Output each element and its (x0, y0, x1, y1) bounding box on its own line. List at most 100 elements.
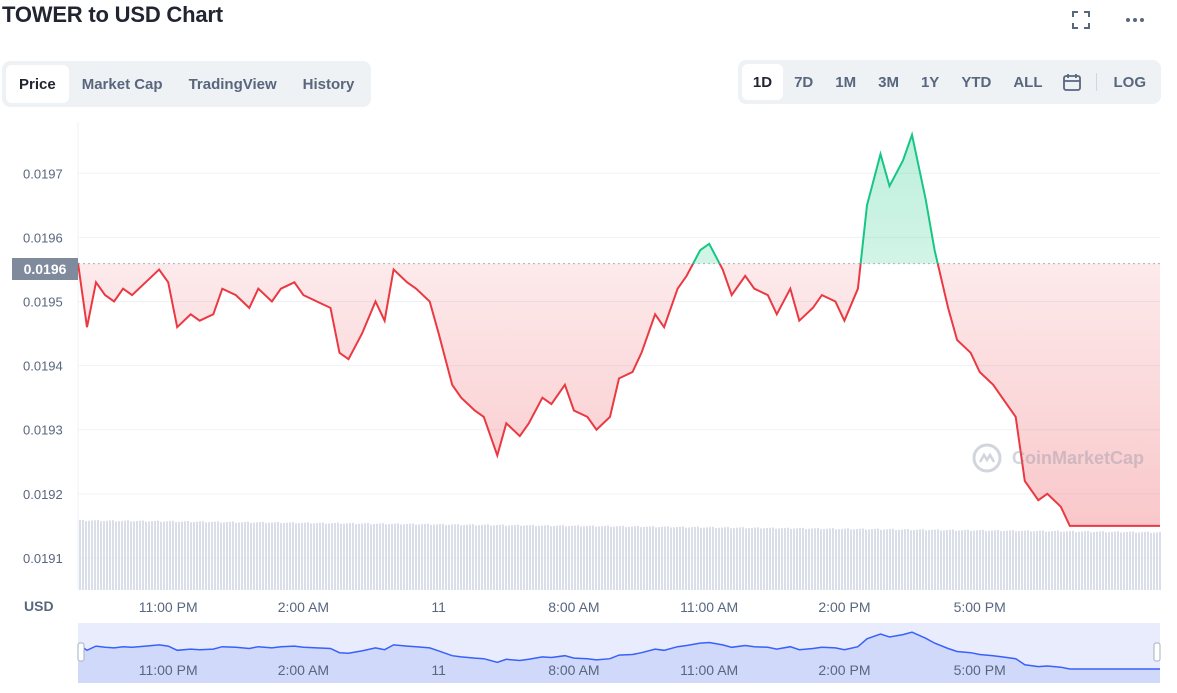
tab-price[interactable]: Price (6, 65, 69, 103)
volume-bar (649, 526, 651, 590)
volume-bar (712, 526, 714, 590)
volume-bar (220, 522, 222, 590)
volume-bar (1078, 531, 1080, 590)
volume-bar (919, 529, 921, 590)
volume-bar (82, 519, 84, 590)
y-tick-label: 0.0192 (23, 487, 63, 502)
current-price-badge: 0.0196 (12, 258, 78, 280)
volume-bar (880, 529, 882, 590)
navigator-right-handle[interactable] (1153, 642, 1161, 662)
volume-bar (1021, 530, 1023, 590)
volume-bar (541, 525, 543, 590)
range-7d[interactable]: 7D (794, 73, 814, 91)
volume-bar (496, 525, 498, 590)
volume-bar (79, 520, 81, 590)
volume-bar (886, 529, 888, 590)
volume-bar (478, 525, 480, 590)
volume-bar (982, 529, 984, 590)
volume-bar (799, 528, 801, 590)
navigator[interactable]: 11:00 PM 2:00 AM 11 8:00 AM 11:00 AM 2:00 PM 5… (77, 623, 1161, 683)
volume-bar (562, 525, 564, 590)
range-1y[interactable]: 1Y (920, 73, 940, 91)
volume-bar (283, 522, 285, 590)
volume-bar (1099, 531, 1101, 590)
volume-bar (193, 521, 195, 590)
volume-bar (307, 522, 309, 590)
volume-bar (355, 524, 357, 590)
navigator-line (77, 631, 1160, 670)
volume-bar (535, 526, 537, 590)
volume-bar (979, 530, 981, 590)
watermark: CoinMarketCap (972, 443, 1144, 473)
navigator-tick-label: 11 (431, 662, 446, 678)
volume-bar (1045, 531, 1047, 590)
volume-bar (568, 526, 570, 590)
volume-bar (169, 521, 171, 590)
volume-bar (229, 521, 231, 590)
range-all[interactable]: ALL (1013, 73, 1043, 91)
volume-bar (1114, 531, 1116, 590)
volume-bar (397, 523, 399, 590)
range-3m[interactable]: 3M (878, 73, 899, 91)
volume-bar (247, 521, 249, 590)
volume-bar (457, 524, 459, 590)
volume-bar (151, 521, 153, 590)
volume-bar (844, 528, 846, 590)
fullscreen-icon[interactable] (1069, 8, 1093, 32)
volume-bar (1066, 531, 1068, 590)
x-tick-label: 2:00 AM (278, 599, 329, 615)
volume-bar (343, 523, 345, 590)
more-icon[interactable] (1123, 8, 1147, 32)
range-ytd[interactable]: YTD (961, 73, 992, 91)
volume-bar (352, 522, 354, 590)
volume-bar (1012, 530, 1014, 590)
tab-tradingview[interactable]: TradingView (188, 75, 277, 93)
volume-bar (961, 530, 963, 590)
volume-bar (172, 520, 174, 590)
volume-bar (466, 524, 468, 590)
volume-bar (595, 526, 597, 590)
volume-bar (547, 525, 549, 590)
volume-bar (1027, 530, 1029, 590)
volume-bar (115, 521, 117, 590)
volume-bar (853, 529, 855, 590)
navigator-left-handle[interactable] (77, 642, 85, 662)
volume-bar (883, 529, 885, 590)
volume-bar (652, 526, 654, 590)
tab-history[interactable]: History (302, 75, 355, 93)
volume-bar (178, 521, 180, 590)
volume-bar (517, 524, 519, 590)
volume-bar (1153, 532, 1155, 590)
volume-bar (673, 527, 675, 590)
volume-bar (217, 521, 219, 590)
volume-bar (523, 525, 525, 590)
tab-market-cap[interactable]: Market Cap (81, 75, 163, 93)
calendar-icon[interactable] (1054, 72, 1090, 92)
volume-bar (691, 527, 693, 590)
volume-bar (1090, 532, 1092, 590)
range-1m[interactable]: 1M (835, 73, 857, 91)
volume-bar (715, 528, 717, 590)
volume-bar (286, 522, 288, 590)
log-scale-toggle[interactable]: LOG (1113, 73, 1147, 91)
volume-bar (910, 530, 912, 590)
volume-bar (1042, 530, 1044, 590)
volume-bar (1054, 530, 1056, 590)
navigator-tick-label: 11:00 PM (139, 662, 198, 678)
range-1d[interactable]: 1D (741, 64, 784, 100)
volume-bar (985, 531, 987, 590)
volume-bar (796, 528, 798, 590)
volume-bar (937, 529, 939, 590)
volume-bar (676, 527, 678, 590)
watermark-text: CoinMarketCap (1012, 448, 1144, 468)
volume-bar (754, 527, 756, 590)
volume-bar (313, 523, 315, 590)
volume-bar (739, 527, 741, 590)
y-tick-label: 0.0195 (23, 295, 63, 310)
volume-bar (325, 523, 327, 590)
volume-bar (127, 520, 129, 590)
volume-bar (1096, 531, 1098, 590)
volume-bar (1024, 530, 1026, 590)
volume-bar (835, 529, 837, 590)
